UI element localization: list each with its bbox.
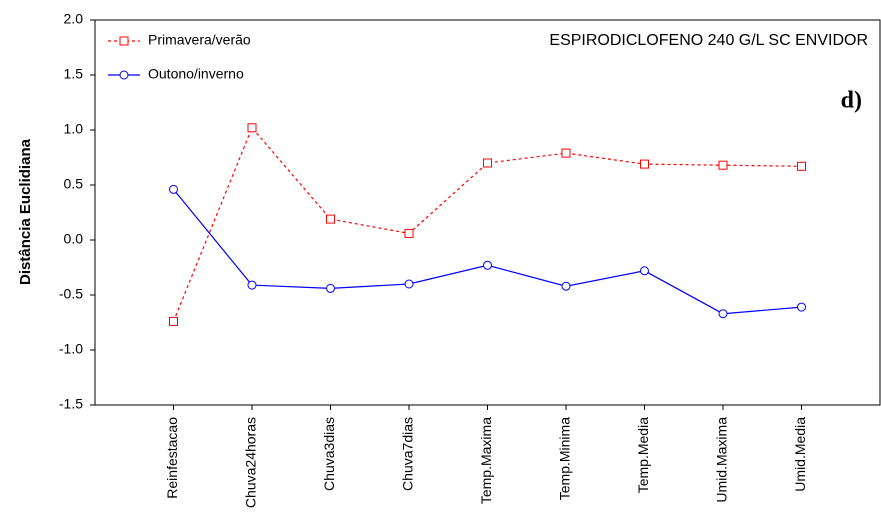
marker xyxy=(483,158,492,168)
marker xyxy=(797,302,806,312)
marker xyxy=(483,260,492,270)
y-tick-label: 1.5 xyxy=(64,66,84,82)
series-line xyxy=(173,189,802,315)
marker xyxy=(326,214,335,224)
y-tick-label: 2.0 xyxy=(64,11,84,27)
x-tick-label: Chuva3dias xyxy=(321,417,337,491)
y-tick-label: 1.0 xyxy=(64,121,84,137)
marker xyxy=(247,123,257,133)
chart-title: ESPIRODICLOFENO 240 G/L SC ENVIDOR xyxy=(549,32,868,49)
marker xyxy=(718,309,728,319)
marker xyxy=(561,281,571,291)
marker xyxy=(404,228,414,238)
x-tick-label: Reinfestacao xyxy=(164,417,180,499)
marker xyxy=(326,283,335,293)
x-tick-label: Umid.Media xyxy=(792,417,808,492)
y-tick-label: -1.0 xyxy=(59,341,83,357)
y-tick-label: -1.5 xyxy=(59,396,83,412)
x-tick-label: Temp.Minima xyxy=(557,417,573,500)
marker xyxy=(119,70,129,80)
series-line xyxy=(172,126,802,322)
annotation: d) xyxy=(841,88,862,114)
marker xyxy=(640,159,649,169)
marker xyxy=(404,279,414,289)
x-tick-label: Chuva7dias xyxy=(400,417,416,491)
marker xyxy=(797,161,806,171)
marker xyxy=(169,316,178,326)
marker xyxy=(169,184,178,194)
y-tick-label: 0.5 xyxy=(64,176,84,192)
x-tick-label: Temp.Maxima xyxy=(478,417,494,504)
marker xyxy=(119,36,129,46)
marker xyxy=(247,280,257,290)
legend-label: Outono/inverno xyxy=(148,66,244,82)
x-tick-label: Umid.Maxima xyxy=(714,417,730,503)
x-tick-label: Chuva24horas xyxy=(243,417,259,508)
marker xyxy=(718,160,728,170)
marker xyxy=(561,148,571,158)
y-tick-label: -0.5 xyxy=(59,286,83,302)
y-tick-label: 0.0 xyxy=(64,231,84,247)
x-tick-label: Temp.Media xyxy=(635,417,651,493)
y-axis-label: Distância Euclidiana xyxy=(17,138,34,285)
marker xyxy=(640,266,649,276)
legend-label: Primavera/verão xyxy=(148,32,251,48)
